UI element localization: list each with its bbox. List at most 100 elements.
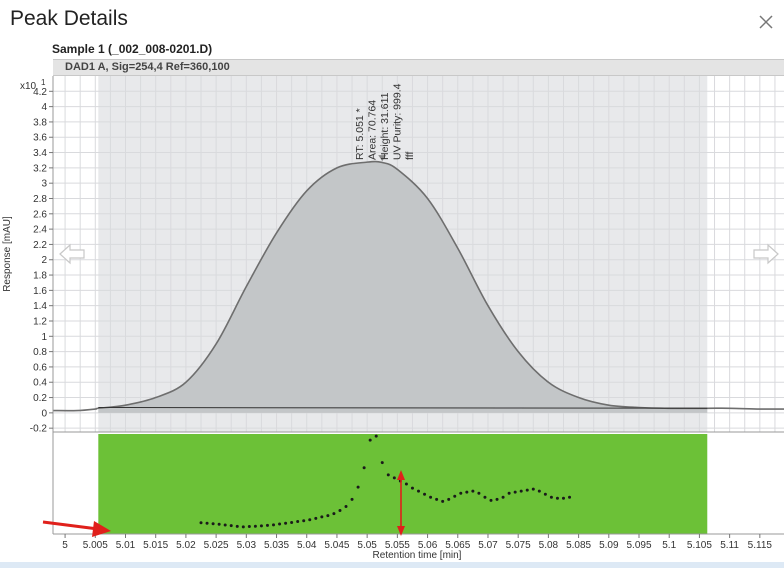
purity-point — [247, 525, 251, 529]
purity-point — [235, 524, 239, 528]
purity-point — [410, 486, 414, 490]
close-icon[interactable] — [756, 12, 776, 32]
x-tick-label: 5.05 — [357, 540, 377, 551]
red-marker-head-bottom — [397, 526, 405, 536]
purity-point — [417, 489, 420, 493]
red-arrow-head — [92, 521, 111, 537]
y-tick-label: 2 — [41, 255, 47, 266]
purity-point — [278, 522, 282, 526]
y-tick-label: 3.8 — [33, 117, 47, 128]
purity-point — [272, 523, 276, 527]
purity-point — [465, 490, 469, 494]
x-tick-label: 5.105 — [687, 540, 712, 551]
purity-point — [205, 521, 209, 525]
purity-point — [483, 495, 487, 499]
baseline-line — [98, 407, 708, 409]
x-tick-label: 5.03 — [237, 540, 257, 551]
purity-point — [549, 495, 553, 499]
purity-point — [477, 491, 481, 495]
x-tick-label: 5.11 — [720, 540, 739, 551]
sample-title: Sample 1 (_002_008-0201.D) — [52, 42, 213, 56]
purity-point — [495, 497, 499, 501]
status-strip — [0, 562, 784, 568]
purity-point — [501, 495, 505, 499]
y-tick-label: -0.2 — [30, 424, 48, 435]
purity-point — [435, 497, 439, 501]
x-tick-label: 5.055 — [385, 540, 410, 551]
y-multiplier-label: x10 — [20, 81, 37, 92]
purity-point — [568, 495, 572, 499]
purity-point — [441, 499, 445, 503]
y-tick-label: 2.8 — [33, 194, 47, 205]
purity-point — [507, 491, 511, 495]
purity-point — [326, 514, 330, 518]
purity-point — [296, 520, 300, 524]
signal-label: DAD1 A, Sig=254,4 Ref=360,100 — [65, 61, 230, 73]
purity-point — [404, 482, 408, 486]
x-tick-label: 5.1 — [662, 540, 676, 551]
x-tick-label: 5.075 — [506, 540, 531, 551]
purity-point — [356, 485, 360, 489]
y-tick-label: 3.6 — [33, 133, 47, 144]
y-tick-label: 1 — [41, 332, 47, 343]
x-tick-label: 5.08 — [539, 540, 559, 551]
purity-point — [386, 473, 390, 477]
purity-point — [447, 497, 451, 501]
peak-fill — [98, 161, 708, 413]
x-tick-label: 5.085 — [566, 540, 591, 551]
red-arrow-icon — [42, 520, 99, 531]
purity-point — [374, 434, 378, 438]
purity-point — [241, 525, 245, 529]
purity-point — [513, 490, 517, 494]
y-tick-label: 0.8 — [33, 347, 47, 358]
x-tick-label: 5.035 — [264, 540, 289, 551]
purity-point — [223, 523, 227, 527]
arrow-left-icon[interactable] — [59, 243, 85, 265]
x-tick-label: 5.01 — [116, 540, 136, 551]
peak-annotation-line: fff — [404, 152, 416, 160]
x-tick-label: 5.045 — [324, 540, 349, 551]
purity-point — [320, 515, 324, 519]
signal-header: DAD1 A, Sig=254,4 Ref=360,100 — [53, 59, 784, 76]
purity-point — [217, 522, 221, 526]
purity-region — [98, 434, 708, 534]
x-tick-label: 5.095 — [626, 540, 651, 551]
purity-point — [489, 498, 493, 502]
x-tick-label: 5 — [62, 540, 68, 551]
dialog-title: Peak Details — [10, 7, 128, 30]
purity-point — [429, 495, 433, 499]
purity-point — [537, 489, 541, 493]
purity-point — [308, 518, 312, 522]
y-tick-label: 3 — [41, 179, 47, 190]
purity-point — [380, 461, 384, 465]
purity-point — [314, 516, 318, 520]
peak-annotation-line: UV Purity: 999.4 — [392, 83, 404, 160]
peak-annotation-line: Area: 70.764 — [367, 100, 379, 160]
purity-point — [338, 509, 342, 513]
purity-point — [453, 494, 457, 498]
arrow-right-icon[interactable] — [753, 243, 779, 265]
purity-point — [471, 489, 475, 493]
purity-point — [265, 523, 269, 527]
y-tick-label: 0.2 — [33, 393, 47, 404]
y-tick-label: 1.4 — [33, 301, 47, 312]
purity-point — [211, 522, 215, 526]
x-tick-label: 5.065 — [445, 540, 470, 551]
y-tick-label: 2.6 — [33, 209, 47, 220]
peak-annotation-line: Height: 31.611 — [379, 92, 391, 160]
purity-point — [368, 438, 372, 442]
y-tick-label: 0.4 — [33, 378, 47, 389]
purity-point — [362, 466, 366, 470]
purity-point — [392, 476, 396, 480]
purity-point — [525, 488, 529, 492]
x-tick-label: 5.115 — [748, 540, 773, 551]
purity-point — [519, 489, 523, 493]
purity-point — [350, 497, 354, 501]
x-tick-label: 5.07 — [478, 540, 498, 551]
purity-point — [332, 512, 336, 516]
y-tick-label: 1.6 — [33, 286, 47, 297]
purity-point — [555, 496, 559, 500]
y-tick-label: 0.6 — [33, 362, 47, 373]
x-tick-label: 5.02 — [176, 540, 196, 551]
